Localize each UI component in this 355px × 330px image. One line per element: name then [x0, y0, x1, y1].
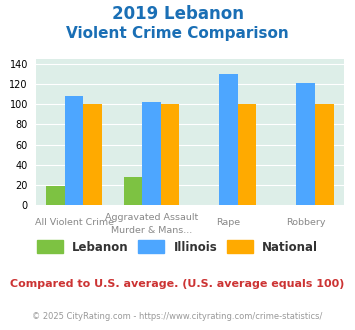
Text: Compared to U.S. average. (U.S. average equals 100): Compared to U.S. average. (U.S. average …: [10, 279, 345, 289]
Text: Aggravated Assault: Aggravated Assault: [105, 213, 198, 222]
Bar: [46, 185, 65, 205]
Text: 2019 Lebanon: 2019 Lebanon: [111, 5, 244, 23]
Bar: [65, 96, 83, 205]
Text: Robbery: Robbery: [286, 218, 326, 227]
Bar: [160, 105, 179, 205]
Legend: Lebanon, Illinois, National: Lebanon, Illinois, National: [33, 237, 322, 257]
Text: Rape: Rape: [217, 218, 241, 227]
Bar: [83, 105, 102, 205]
Bar: [315, 105, 334, 205]
Text: Murder & Mans...: Murder & Mans...: [111, 226, 192, 235]
Text: All Violent Crime: All Violent Crime: [34, 218, 114, 227]
Bar: [124, 177, 142, 205]
Text: © 2025 CityRating.com - https://www.cityrating.com/crime-statistics/: © 2025 CityRating.com - https://www.city…: [32, 312, 323, 321]
Bar: [142, 102, 160, 205]
Bar: [219, 75, 238, 205]
Text: Violent Crime Comparison: Violent Crime Comparison: [66, 26, 289, 41]
Bar: [238, 105, 256, 205]
Bar: [296, 83, 315, 205]
